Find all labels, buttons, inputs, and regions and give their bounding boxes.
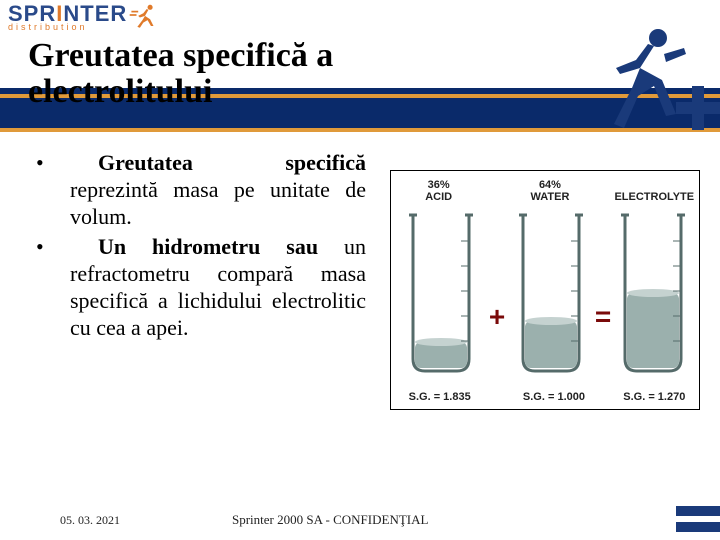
corner-equals-icon — [676, 506, 720, 534]
col-label: ACID — [425, 191, 452, 203]
page-title: Greutatea specifică a electrolitului — [28, 38, 333, 109]
sg-water: S.G. = 1.000 — [506, 391, 601, 403]
electrolyte-diagram: 36%ACID 64%WATER ELECTROLYTE + — [390, 170, 700, 410]
pct-label: 36% — [428, 179, 450, 191]
brand-logo: SPRINTER distribution — [8, 4, 127, 32]
title-line-2: electrolitului — [28, 73, 212, 110]
runner-icon-small — [128, 2, 162, 28]
corner-plus-icon — [676, 86, 720, 130]
bullet-item: Greutatea specifică reprezintă masa pe u… — [36, 150, 366, 230]
beaker-water — [511, 211, 591, 376]
bullet-lead: Greutatea specifică — [70, 150, 366, 175]
beaker-acid — [401, 211, 481, 376]
sg-acid: S.G. = 1.835 — [391, 391, 488, 403]
equals-operator: = — [591, 301, 615, 333]
bullet-lead: Un hidrometru sau — [70, 234, 318, 259]
bullet-rest: reprezintă masa pe unitate de volum. — [70, 177, 366, 229]
beakers-row: + = — [391, 211, 699, 376]
col-label: ELECTROLYTE — [614, 191, 694, 203]
col-label: WATER — [531, 191, 570, 203]
diagram-top-labels: 36%ACID 64%WATER ELECTROLYTE — [391, 179, 699, 203]
sg-electrolyte: S.G. = 1.270 — [610, 391, 699, 403]
plus-operator: + — [485, 301, 509, 333]
footer-confidential: Sprinter 2000 SA - CONFIDENŢIAL — [232, 512, 428, 528]
pct-label: 64% — [539, 179, 561, 191]
body-text: Greutatea specifică reprezintă masa pe u… — [36, 150, 366, 346]
footer-date: 05. 03. 2021 — [60, 513, 120, 528]
beaker-electrolyte — [613, 211, 693, 376]
bullet-item: Un hidrometru sau un refractometru compa… — [36, 234, 366, 341]
title-line-1: Greutatea specifică a — [28, 37, 333, 74]
sg-labels: S.G. = 1.835 S.G. = 1.000 S.G. = 1.270 — [391, 391, 699, 403]
